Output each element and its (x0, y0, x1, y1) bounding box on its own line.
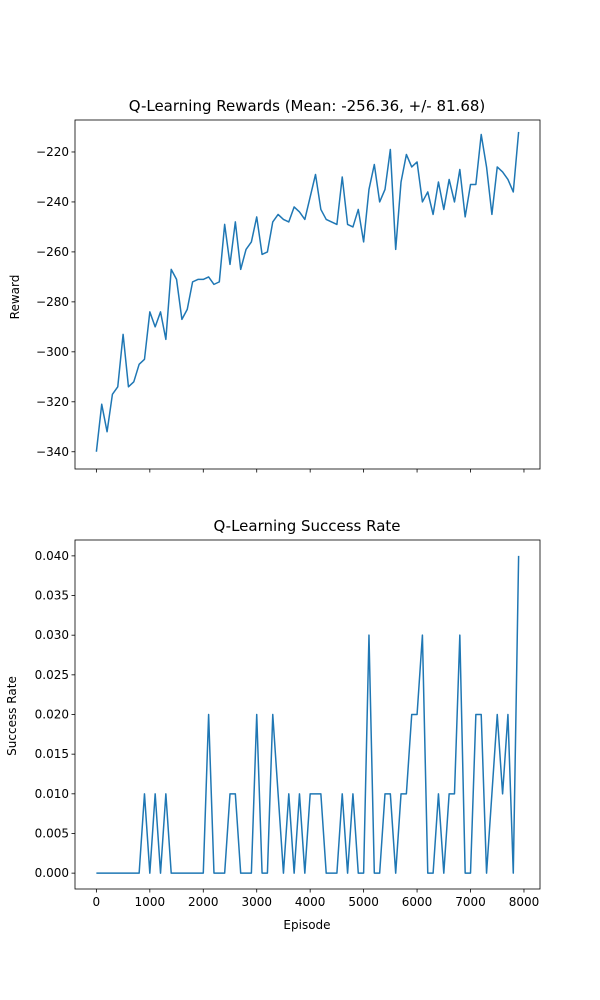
rewards-y-axis-label: Reward (8, 275, 22, 320)
success-rate-plot-area: 0.000 0.005 0.010 0.015 0.020 0.025 0.030 0.035… (35, 539, 541, 909)
success-rate-x-tick-label: 0 (93, 895, 101, 909)
success-rate-y-tick-label: 0.005 (35, 826, 69, 840)
rewards-axes-frame (74, 119, 541, 470)
rewards-y-tick-label: −340 (36, 445, 69, 459)
success-rate-y-tick-label: 0.025 (35, 668, 69, 682)
success-rate-y-tick-label: 0.035 (35, 589, 69, 603)
success-rate-chart-title: Q-Learning Success Rate (213, 517, 400, 535)
rewards-y-tick-label: −260 (36, 245, 69, 259)
rewards-y-tick-label: −300 (36, 345, 69, 359)
success-rate-x-tick-label: 7000 (455, 895, 486, 909)
success-rate-x-tick-label: 1000 (135, 895, 166, 909)
success-rate-y-axis-label: Success Rate (5, 676, 19, 756)
success-rate-y-tick-label: 0.020 (35, 708, 69, 722)
success-rate-x-tick-label: 8000 (509, 895, 540, 909)
success-rate-y-tick-label: 0.010 (35, 787, 69, 801)
rewards-plot-area: −340 −320 −300 −280 −260 −240 −220 (36, 119, 541, 473)
rewards-chart-title: Q-Learning Rewards (Mean: -256.36, +/- 8… (129, 97, 486, 115)
success-rate-y-tick-label: 0.000 (35, 866, 69, 880)
rewards-series-line (95, 131, 520, 452)
rewards-y-tick-label: −240 (36, 195, 69, 209)
success-rate-y-tick-label: 0.015 (35, 747, 69, 761)
success-rate-chart: Q-Learning Success Rate Success Rate Epi… (5, 517, 541, 932)
success-rate-x-tick-label: 3000 (241, 895, 272, 909)
success-rate-x-tick-label: 2000 (188, 895, 219, 909)
rewards-y-tick-label: −280 (36, 295, 69, 309)
success-rate-y-tick-label: 0.040 (35, 549, 69, 563)
success-rate-x-tick-label: 4000 (295, 895, 326, 909)
success-rate-x-tick-label: 6000 (402, 895, 433, 909)
rewards-chart: Q-Learning Rewards (Mean: -256.36, +/- 8… (8, 97, 541, 473)
success-rate-series-line (96, 555, 520, 874)
rewards-y-tick-label: −320 (36, 395, 69, 409)
success-rate-x-axis-label: Episode (283, 918, 330, 932)
rewards-y-tick-label: −220 (36, 145, 69, 159)
success-rate-y-tick-label: 0.030 (35, 628, 69, 642)
success-rate-x-tick-label: 5000 (348, 895, 379, 909)
